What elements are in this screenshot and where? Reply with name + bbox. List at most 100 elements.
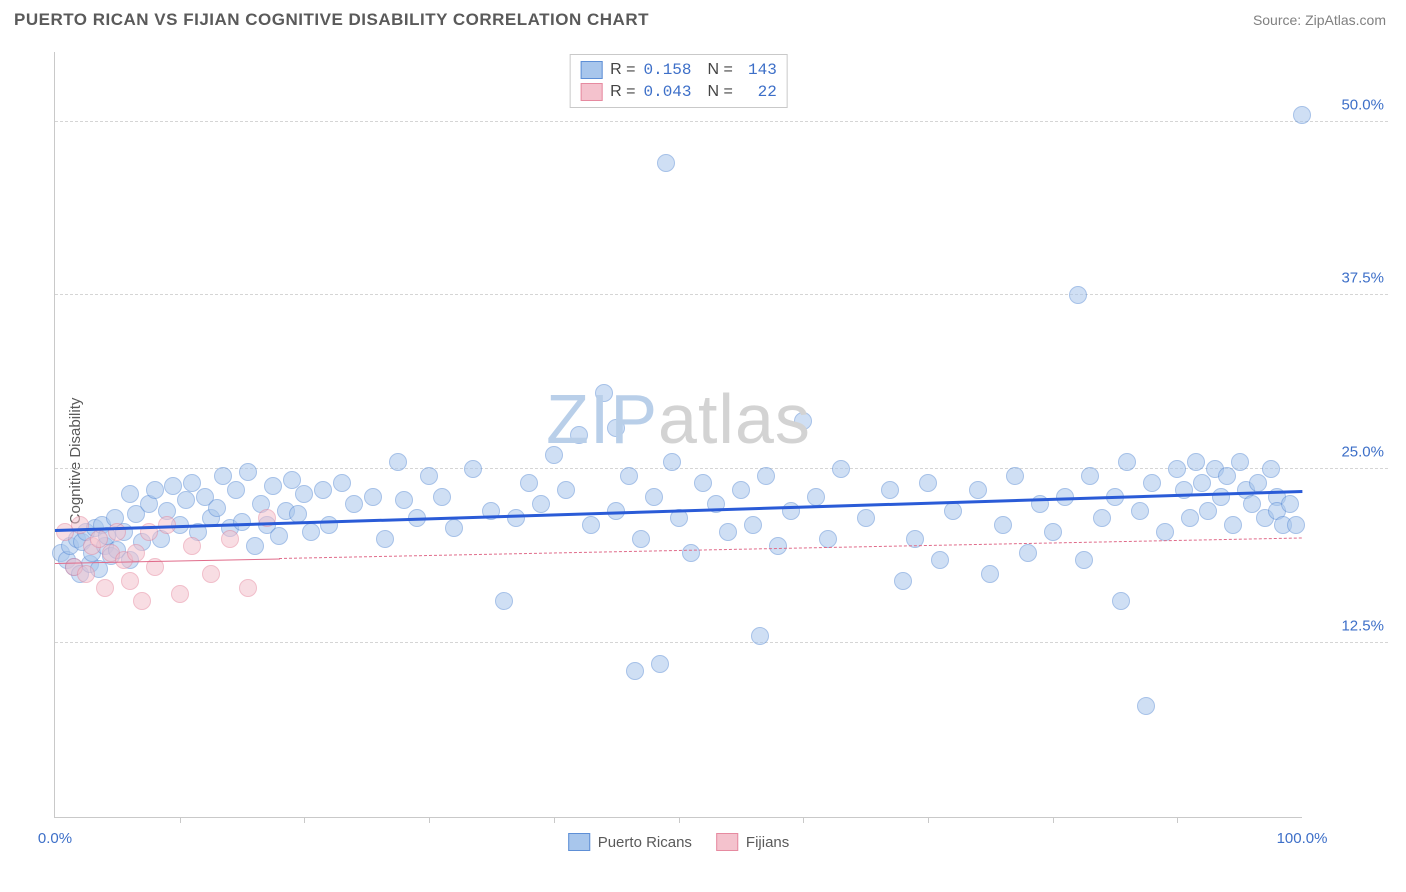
scatter-point	[264, 477, 282, 495]
chart-area: Cognitive Disability ZIPatlas R =0.158N …	[14, 44, 1392, 878]
x-tick	[180, 817, 181, 823]
scatter-point	[1081, 467, 1099, 485]
scatter-point	[931, 551, 949, 569]
watermark-atlas: atlas	[658, 380, 811, 458]
series-legend-item: Fijians	[716, 833, 789, 851]
scatter-point	[270, 527, 288, 545]
scatter-point	[981, 565, 999, 583]
scatter-point	[626, 662, 644, 680]
scatter-point	[121, 485, 139, 503]
gridline	[55, 642, 1388, 643]
scatter-point	[295, 485, 313, 503]
scatter-point	[557, 481, 575, 499]
x-tick	[554, 817, 555, 823]
scatter-point	[177, 491, 195, 509]
scatter-point	[994, 516, 1012, 534]
scatter-point	[108, 523, 126, 541]
series-legend-item: Puerto Ricans	[568, 833, 692, 851]
y-tick-label: 12.5%	[1314, 618, 1384, 635]
scatter-point	[532, 495, 550, 513]
scatter-point	[1112, 592, 1130, 610]
scatter-point	[807, 488, 825, 506]
scatter-point	[595, 384, 613, 402]
scatter-point	[645, 488, 663, 506]
scatter-point	[202, 565, 220, 583]
n-label: N =	[708, 83, 733, 101]
scatter-point	[1262, 460, 1280, 478]
chart-header: PUERTO RICAN VS FIJIAN COGNITIVE DISABIL…	[0, 0, 1406, 36]
r-label: R =	[610, 61, 635, 79]
scatter-point	[969, 481, 987, 499]
scatter-point	[1168, 460, 1186, 478]
x-tick-label: 0.0%	[38, 830, 72, 847]
legend-row: R =0.043N =22	[580, 81, 777, 103]
scatter-point	[1224, 516, 1242, 534]
scatter-point	[1093, 509, 1111, 527]
plot-region: ZIPatlas R =0.158N =143R =0.043N =22 Pue…	[54, 52, 1302, 818]
scatter-point	[171, 585, 189, 603]
scatter-point	[651, 655, 669, 673]
scatter-point	[77, 565, 95, 583]
scatter-point	[464, 460, 482, 478]
series-name: Puerto Ricans	[598, 834, 692, 851]
scatter-point	[1069, 286, 1087, 304]
series-legend: Puerto Ricans Fijians	[568, 833, 790, 851]
scatter-point	[320, 516, 338, 534]
scatter-point	[620, 467, 638, 485]
scatter-point	[239, 463, 257, 481]
scatter-point	[239, 579, 257, 597]
legend-swatch	[580, 61, 602, 79]
gridline	[55, 121, 1388, 122]
scatter-point	[663, 453, 681, 471]
x-tick	[803, 817, 804, 823]
y-tick-label: 50.0%	[1314, 96, 1384, 113]
scatter-point	[333, 474, 351, 492]
n-value: 22	[741, 83, 777, 101]
scatter-point	[1231, 453, 1249, 471]
legend-swatch	[568, 833, 590, 851]
scatter-point	[208, 499, 226, 517]
scatter-point	[607, 419, 625, 437]
scatter-point	[1287, 516, 1305, 534]
x-tick	[679, 817, 680, 823]
scatter-point	[545, 446, 563, 464]
legend-row: R =0.158N =143	[580, 59, 777, 81]
scatter-point	[314, 481, 332, 499]
x-tick	[1177, 817, 1178, 823]
scatter-point	[732, 481, 750, 499]
x-tick	[928, 817, 929, 823]
scatter-point	[1249, 474, 1267, 492]
scatter-point	[1187, 453, 1205, 471]
scatter-point	[657, 154, 675, 172]
series-name: Fijians	[746, 834, 789, 851]
scatter-point	[694, 474, 712, 492]
scatter-point	[632, 530, 650, 548]
scatter-point	[1199, 502, 1217, 520]
scatter-point	[127, 544, 145, 562]
scatter-point	[819, 530, 837, 548]
scatter-point	[769, 537, 787, 555]
scatter-point	[1118, 453, 1136, 471]
scatter-point	[832, 460, 850, 478]
scatter-point	[507, 509, 525, 527]
y-tick-label: 37.5%	[1314, 270, 1384, 287]
y-tick-label: 25.0%	[1314, 444, 1384, 461]
legend-swatch	[580, 83, 602, 101]
scatter-point	[751, 627, 769, 645]
scatter-point	[1281, 495, 1299, 513]
source-label: Source: ZipAtlas.com	[1253, 12, 1386, 28]
scatter-point	[1075, 551, 1093, 569]
x-tick	[304, 817, 305, 823]
chart-title: PUERTO RICAN VS FIJIAN COGNITIVE DISABIL…	[14, 10, 649, 30]
n-value: 143	[741, 61, 777, 79]
scatter-point	[1143, 474, 1161, 492]
scatter-point	[1044, 523, 1062, 541]
scatter-point	[146, 481, 164, 499]
gridline	[55, 294, 1388, 295]
x-tick	[1053, 817, 1054, 823]
scatter-point	[121, 572, 139, 590]
scatter-point	[881, 481, 899, 499]
scatter-point	[183, 537, 201, 555]
scatter-point	[364, 488, 382, 506]
x-tick	[429, 817, 430, 823]
